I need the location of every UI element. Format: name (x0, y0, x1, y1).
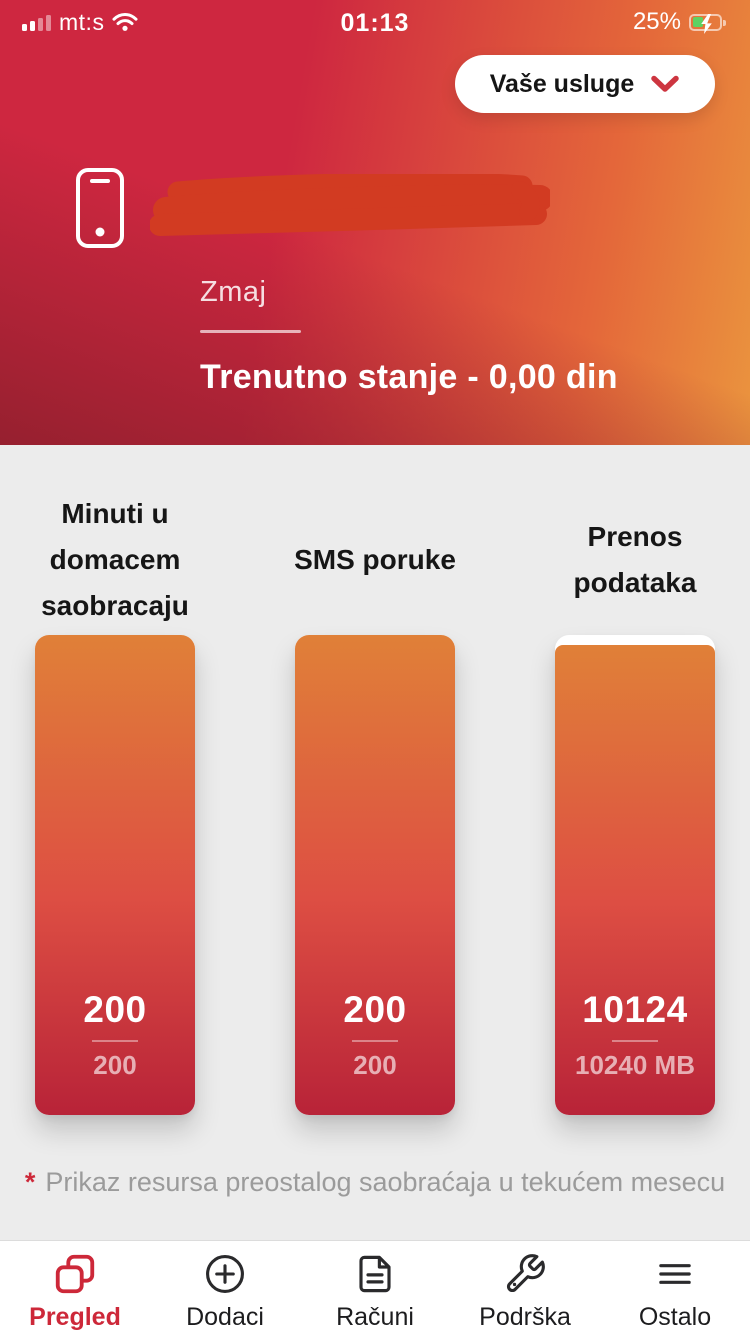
sms-remaining-value: 200 (343, 989, 407, 1030)
minutes-total-value: 200 (93, 1050, 137, 1080)
bottom-tab-bar: Pregled Dodaci Računi (0, 1240, 750, 1334)
data-usage-bar: 10124 10240 MB (555, 635, 715, 1115)
value-divider (92, 1040, 138, 1042)
status-bar-left: mt:s (22, 9, 138, 36)
status-bar-right: 25% (632, 8, 726, 36)
tab-podrska-label: Podrška (479, 1303, 571, 1331)
carrier-label: mt:s (59, 8, 105, 35)
wrench-icon (503, 1251, 547, 1297)
sms-usage-bar: 200 200 (295, 635, 455, 1115)
status-bar: mt:s 01:13 25% (0, 0, 750, 44)
battery-percent-label: 25% (632, 8, 681, 35)
data-column-title: Prenos podataka (573, 521, 697, 598)
tab-ostalo-label: Ostalo (638, 1303, 712, 1331)
sms-column-title: SMS poruke (294, 544, 456, 575)
tab-pregled[interactable]: Pregled (0, 1241, 150, 1334)
footnote-asterisk: * (24, 1167, 36, 1197)
footnote-text: Prikaz resursa preostalog saobraćaja u t… (45, 1167, 726, 1197)
your-services-label: Vaše usluge (489, 69, 635, 98)
value-divider (352, 1040, 398, 1042)
redacted-phone-number-scribble (150, 174, 550, 240)
current-balance-text: Trenutno stanje - 0,00 din (200, 358, 618, 396)
usage-overview-section: Minuti u domacem saobracaju SMS poruke P… (0, 445, 750, 1198)
add-circle-icon (203, 1251, 247, 1297)
minutes-remaining-value: 200 (83, 989, 147, 1030)
data-total-value: 10240 MB (575, 1050, 695, 1080)
tab-dodaci[interactable]: Dodaci (150, 1241, 300, 1334)
tab-racuni[interactable]: Računi (300, 1241, 450, 1334)
tab-dodaci-label: Dodaci (186, 1303, 264, 1331)
your-services-button[interactable]: Vaše usluge (455, 55, 715, 113)
minutes-column-title: Minuti u domacem saobracaju (41, 498, 189, 621)
header-gradient-panel: mt:s 01:13 25% Vaše usluge (0, 0, 750, 445)
battery-charging-icon (689, 13, 726, 34)
wifi-icon (112, 12, 138, 32)
tab-racuni-label: Računi (336, 1303, 414, 1331)
data-remaining-value: 10124 (582, 989, 688, 1030)
phone-icon (76, 168, 124, 248)
minutes-usage-bar: 200 200 (35, 635, 195, 1115)
menu-lines-icon (652, 1251, 698, 1297)
sms-total-value: 200 (353, 1050, 397, 1080)
usage-footnote: * Prikaz resursa preostalog saobraćaja u … (0, 1167, 750, 1198)
invoice-document-icon (354, 1251, 396, 1297)
tab-pregled-label: Pregled (29, 1303, 121, 1331)
tab-ostalo[interactable]: Ostalo (600, 1241, 750, 1334)
chevron-down-icon (650, 75, 680, 93)
profile-name: Zmaj (200, 276, 267, 308)
tab-podrska[interactable]: Podrška (450, 1241, 600, 1334)
value-divider (612, 1040, 658, 1042)
clock-time: 01:13 (340, 9, 410, 37)
usage-column-titles: Minuti u domacem saobracaju SMS poruke P… (0, 485, 750, 635)
profile-name-underline (200, 330, 301, 333)
signal-strength-icon (22, 14, 51, 31)
usage-bars: 200 200 200 200 10124 10240 MB (0, 635, 750, 1115)
overview-cards-icon (52, 1251, 98, 1297)
